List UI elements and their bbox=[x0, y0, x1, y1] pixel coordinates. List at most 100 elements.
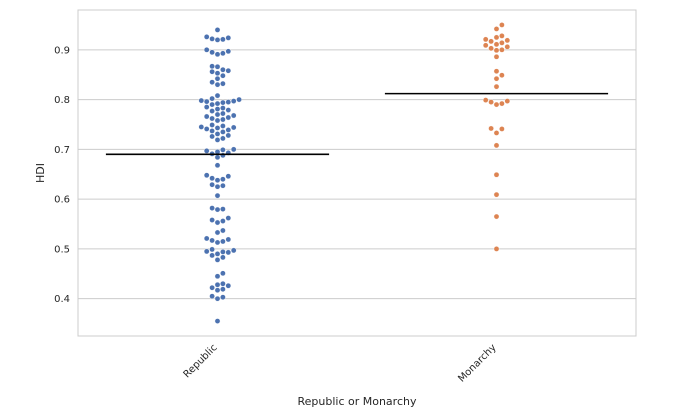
data-point-monarchy bbox=[499, 47, 505, 53]
data-point-republic bbox=[203, 47, 210, 53]
data-point-republic bbox=[209, 133, 215, 140]
data-point-monarchy bbox=[499, 72, 505, 78]
data-point-republic bbox=[220, 176, 226, 183]
data-point-republic bbox=[214, 251, 221, 257]
data-point-republic bbox=[203, 113, 210, 120]
data-point-republic bbox=[209, 115, 215, 122]
data-point-republic bbox=[220, 116, 226, 123]
data-point-republic bbox=[214, 27, 221, 33]
data-point-republic bbox=[225, 236, 232, 243]
data-point-republic bbox=[214, 137, 221, 143]
data-point-republic bbox=[209, 79, 215, 85]
data-point-republic bbox=[209, 252, 215, 259]
data-point-republic bbox=[214, 183, 221, 190]
data-point-republic bbox=[209, 95, 215, 102]
data-point-monarchy bbox=[493, 130, 500, 136]
data-point-republic bbox=[214, 295, 221, 302]
data-point-republic bbox=[214, 75, 221, 82]
x-tick-labels: Republic Monarchy bbox=[182, 342, 499, 384]
data-point-republic bbox=[230, 98, 237, 104]
data-point-republic bbox=[220, 99, 226, 106]
data-point-monarchy bbox=[493, 34, 500, 41]
data-point-republic bbox=[230, 146, 237, 153]
data-point-republic bbox=[209, 108, 215, 114]
data-point-republic bbox=[203, 104, 210, 110]
data-point-monarchy bbox=[493, 246, 500, 252]
data-point-republic bbox=[209, 237, 215, 244]
data-point-republic bbox=[230, 124, 237, 131]
data-point-monarchy bbox=[504, 44, 511, 50]
data-point-republic bbox=[214, 51, 221, 58]
data-point-republic bbox=[214, 117, 221, 124]
data-point-republic bbox=[220, 206, 226, 212]
y-tick-label: 0.7 bbox=[54, 145, 70, 156]
data-point-monarchy bbox=[488, 45, 494, 52]
data-point-republic bbox=[220, 110, 226, 117]
data-point-republic bbox=[209, 63, 215, 70]
data-point-monarchy bbox=[493, 191, 500, 198]
data-point-republic bbox=[203, 98, 210, 105]
data-point-republic bbox=[220, 50, 226, 57]
data-point-republic bbox=[209, 246, 215, 253]
data-point-republic bbox=[230, 247, 237, 254]
data-point-republic bbox=[220, 182, 226, 189]
data-point-monarchy bbox=[493, 101, 500, 108]
data-point-republic bbox=[214, 162, 221, 169]
data-point-republic bbox=[214, 177, 221, 184]
y-tick-label: 0.8 bbox=[54, 95, 70, 106]
data-point-republic bbox=[198, 124, 205, 130]
data-points bbox=[198, 22, 511, 324]
data-point-republic bbox=[214, 239, 221, 246]
data-point-monarchy bbox=[493, 41, 500, 48]
data-point-monarchy bbox=[493, 75, 500, 82]
data-point-republic bbox=[230, 112, 237, 119]
data-point-republic bbox=[203, 172, 210, 179]
data-point-republic bbox=[225, 127, 232, 133]
data-point-republic bbox=[220, 218, 226, 224]
data-point-republic bbox=[203, 235, 210, 242]
data-point-republic bbox=[214, 257, 221, 263]
data-point-republic bbox=[214, 273, 221, 280]
y-tick-label: 0.9 bbox=[54, 45, 70, 56]
data-point-republic bbox=[209, 181, 215, 188]
data-point-monarchy bbox=[499, 40, 505, 46]
data-point-republic bbox=[214, 37, 221, 43]
data-point-republic bbox=[214, 111, 221, 118]
data-point-republic bbox=[214, 63, 221, 70]
data-point-republic bbox=[225, 249, 232, 256]
data-point-republic bbox=[214, 70, 221, 77]
data-point-republic bbox=[214, 100, 221, 107]
data-point-republic bbox=[225, 132, 232, 139]
data-point-republic bbox=[214, 92, 221, 99]
data-point-monarchy bbox=[493, 47, 500, 54]
data-point-republic bbox=[220, 270, 226, 277]
data-point-republic bbox=[203, 126, 210, 132]
data-point-republic bbox=[203, 148, 210, 154]
y-tick-label: 0.4 bbox=[54, 294, 70, 305]
data-point-monarchy bbox=[493, 68, 500, 75]
data-point-republic bbox=[209, 122, 215, 128]
data-point-monarchy bbox=[482, 42, 489, 49]
data-point-monarchy bbox=[493, 142, 500, 149]
data-point-republic bbox=[214, 106, 221, 112]
data-point-monarchy bbox=[493, 26, 500, 32]
data-point-republic bbox=[214, 125, 221, 131]
data-point-republic bbox=[225, 35, 232, 41]
data-point-republic bbox=[209, 217, 215, 223]
data-point-republic bbox=[220, 227, 226, 234]
data-point-republic bbox=[214, 229, 221, 236]
data-point-republic bbox=[209, 49, 215, 56]
data-point-republic bbox=[214, 287, 221, 294]
data-point-monarchy bbox=[493, 171, 500, 178]
data-point-republic bbox=[220, 66, 226, 73]
data-point-republic bbox=[214, 131, 221, 137]
data-point-monarchy bbox=[504, 37, 511, 44]
data-point-monarchy bbox=[488, 99, 494, 105]
data-point-republic bbox=[220, 286, 226, 293]
data-point-republic bbox=[209, 205, 215, 211]
y-tick-label: 0.5 bbox=[54, 244, 70, 255]
data-point-republic bbox=[220, 249, 226, 255]
data-point-republic bbox=[214, 281, 221, 288]
data-point-republic bbox=[220, 152, 226, 159]
